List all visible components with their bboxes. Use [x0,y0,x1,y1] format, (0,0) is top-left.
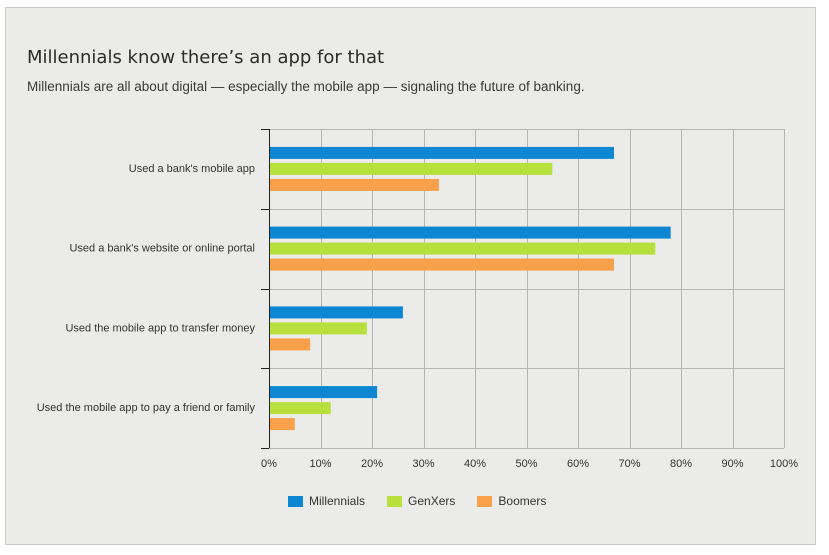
legend-swatch [288,495,303,507]
x-tick-label: 80% [670,458,692,470]
category-label: Used a bank's website or online portal [69,243,255,255]
x-tick-label: 30% [412,458,434,470]
x-tick-label: 70% [618,458,640,470]
category-label: Used the mobile app to transfer money [65,322,255,334]
legend-label: Boomers [498,494,547,508]
bar-boomers-4 [269,418,295,431]
bar-millennials-1 [269,146,614,159]
bar-genxers-3 [269,322,367,335]
x-tick-label: 20% [361,458,383,470]
chart-legend: Millennials GenXers Boomers [288,493,568,509]
x-tick-label: 10% [309,458,331,470]
bar-boomers-2 [269,258,614,271]
legend-label: GenXers [408,494,456,508]
category-label: Used a bank's mobile app [129,163,255,175]
x-tick-label: 0% [261,458,277,470]
legend-item-millennials: Millennials [288,494,365,508]
x-tick-label: 50% [515,458,537,470]
bar-boomers-1 [269,178,439,191]
legend-label: Millennials [309,494,366,508]
bar-millennials-3 [269,306,403,319]
bar-millennials-2 [269,226,671,239]
chart-subtitle: Millennials are all about digital — espe… [27,79,585,94]
bar-genxers-2 [269,242,656,255]
bar-genxers-1 [269,162,553,175]
legend-item-genxers: GenXers [387,494,455,508]
legend-swatch [477,495,493,507]
bar-genxers-4 [269,402,331,415]
category-label: Used the mobile app to pay a friend or f… [37,402,256,414]
legend-swatch [387,495,403,507]
x-tick-label: 100% [770,458,798,470]
bar-boomers-3 [269,338,311,351]
x-tick-label: 60% [567,458,589,470]
legend-item-boomers: Boomers [477,494,546,508]
bar-millennials-4 [269,386,378,399]
x-tick-label: 40% [464,458,486,470]
x-tick-label: 90% [721,458,743,470]
chart-title: Millennials know there’s an app for that [27,47,385,68]
plot-area [269,129,784,448]
